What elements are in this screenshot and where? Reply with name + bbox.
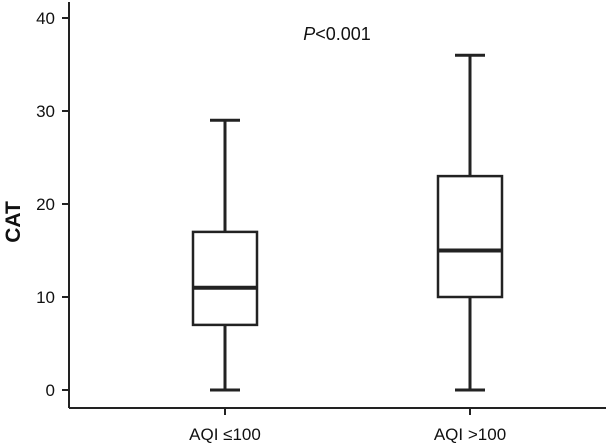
x-tick-label: AQI ≤100 — [189, 425, 261, 444]
p-value-annotation: P<0.001 — [303, 24, 371, 44]
iqr-box — [436, 174, 504, 299]
y-axis-label: CAT — [2, 201, 25, 243]
y-tick-label: 30 — [36, 102, 55, 121]
x-tick-label: AQI >100 — [434, 425, 506, 444]
box-1 — [191, 118, 259, 392]
y-tick-label: 20 — [36, 195, 55, 214]
y-tick-label: 40 — [36, 9, 55, 28]
y-tick-label: 10 — [36, 288, 55, 307]
p-value-symbol: P — [303, 24, 315, 44]
axes: 0 10 20 30 40 AQI ≤100 AQI >100 — [36, 2, 606, 444]
boxes — [191, 53, 504, 392]
y-tick-label: 0 — [46, 381, 55, 400]
box-2 — [436, 53, 504, 392]
p-value-text: <0.001 — [315, 24, 371, 44]
iqr-box — [191, 230, 259, 327]
